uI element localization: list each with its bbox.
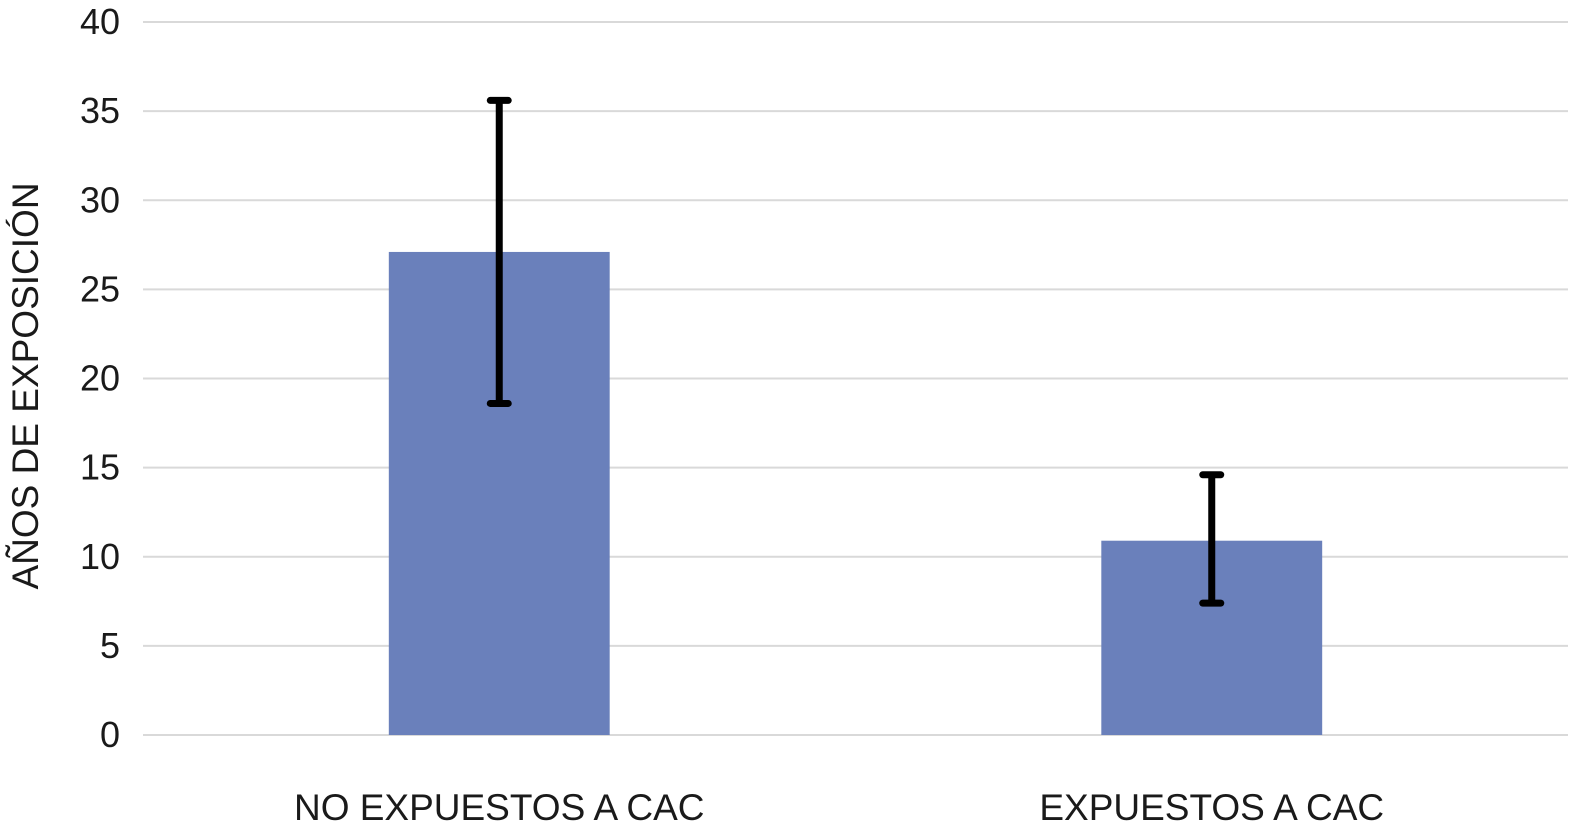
y-axis-title: AÑOS DE EXPOSICIÓN — [5, 182, 46, 589]
x-axis-categories: NO EXPUESTOS A CAC EXPUESTOS A CAC — [294, 787, 1384, 828]
x-category-label: NO EXPUESTOS A CAC — [294, 787, 705, 828]
error-bars — [486, 96, 1225, 607]
y-tick-label: 35 — [80, 90, 120, 131]
y-tick-label: 40 — [80, 1, 120, 42]
gridlines — [143, 21, 1568, 736]
y-tick-label: 30 — [80, 179, 120, 220]
error-bar — [1199, 471, 1225, 607]
y-tick-label: 5 — [100, 625, 120, 666]
x-category-label: EXPUESTOS A CAC — [1039, 787, 1384, 828]
y-tick-label: 25 — [80, 268, 120, 309]
bars — [388, 251, 1323, 735]
y-tick-label: 15 — [80, 447, 120, 488]
y-axis-ticks: 0 5 10 15 20 25 30 35 40 — [80, 1, 120, 755]
y-tick-label: 0 — [100, 714, 120, 755]
y-tick-label: 20 — [80, 358, 120, 399]
y-tick-label: 10 — [80, 536, 120, 577]
error-bar — [486, 96, 512, 407]
